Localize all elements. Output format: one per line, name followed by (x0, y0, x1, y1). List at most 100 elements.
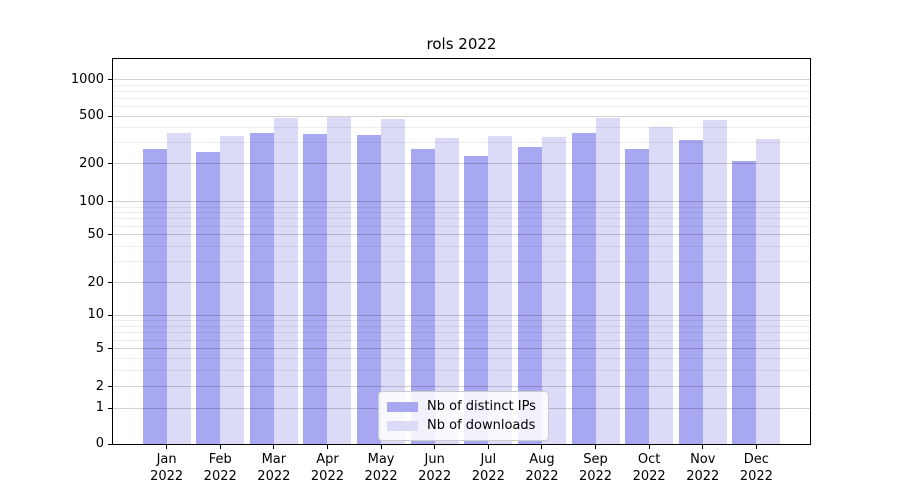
gridline-minor (113, 246, 810, 248)
x-tick-label: Mar 2022 (257, 452, 291, 484)
bar-downloads-mar (273, 117, 298, 444)
bar-distinct-ips-nov (678, 140, 703, 444)
bar-distinct-ips-sep (571, 132, 596, 444)
x-tick-label: Oct 2022 (632, 452, 666, 484)
y-axis-tick (108, 348, 112, 350)
y-tick-label: 5 (95, 340, 104, 356)
y-tick-label: 0 (95, 436, 104, 451)
y-tick-label: 1 (95, 400, 104, 415)
chart-title: rols 2022 (426, 35, 497, 53)
x-tick-label: Nov 2022 (686, 452, 720, 484)
bar-downloads-feb (220, 136, 245, 444)
y-axis-tick (108, 115, 112, 117)
x-tick-label: Feb 2022 (203, 452, 237, 484)
y-tick-label: 500 (79, 108, 104, 124)
y-axis-tick (108, 386, 112, 388)
gridline-major (113, 348, 810, 350)
x-tick-label: May 2022 (364, 452, 398, 484)
y-tick-label: 100 (79, 193, 104, 209)
y-tick-label: 1000 (70, 71, 104, 87)
x-axis-tick (595, 445, 597, 449)
gridline-minor (113, 206, 810, 208)
legend-label: Nb of distinct IPs (427, 399, 536, 414)
bar-distinct-ips-feb (196, 151, 221, 444)
gridline-major (113, 386, 810, 388)
gridline-minor (113, 332, 810, 334)
y-axis-tick (108, 79, 112, 81)
y-tick-label: 200 (79, 155, 104, 171)
gridline-minor (113, 84, 810, 86)
x-tick-label: Jan 2022 (150, 452, 184, 484)
x-tick-label: Jul 2022 (471, 452, 505, 484)
x-axis-tick (541, 445, 543, 449)
y-tick-label: 50 (87, 226, 104, 242)
gridline-minor (113, 225, 810, 227)
gridline-minor (113, 212, 810, 214)
gridline-minor (113, 127, 810, 129)
bar-downloads-may (381, 119, 406, 444)
gridline-minor (113, 142, 810, 144)
gridline-minor (113, 218, 810, 220)
legend: Nb of distinct IPs Nb of downloads (378, 391, 549, 441)
gridline-minor (113, 357, 810, 359)
bar-distinct-ips-may (357, 135, 382, 444)
gridline-minor (113, 325, 810, 327)
plot-area (112, 58, 811, 445)
bar-distinct-ips-jan (142, 149, 167, 444)
bar-downloads-oct (649, 126, 674, 444)
y-axis-tick (108, 234, 112, 236)
bar-downloads-nov (702, 120, 727, 444)
y-axis-tick (108, 407, 112, 409)
x-axis-tick (219, 445, 221, 449)
bar-distinct-ips-apr (303, 134, 328, 444)
x-axis-tick (702, 445, 704, 449)
y-tick-label: 2 (95, 378, 104, 394)
gridline-minor (113, 98, 810, 100)
gridline-minor (113, 339, 810, 341)
legend-item: Nb of distinct IPs (387, 397, 536, 416)
y-axis-tick (108, 314, 112, 316)
bar-downloads-dec (756, 139, 781, 444)
legend-item: Nb of downloads (387, 416, 536, 435)
y-axis-tick (108, 163, 112, 165)
legend-swatch-distinct-ips (387, 401, 418, 412)
bar-distinct-ips-dec (732, 161, 757, 444)
y-axis-tick (108, 282, 112, 284)
gridline-major (113, 282, 810, 284)
x-axis-tick (648, 445, 650, 449)
bar-downloads-apr (327, 117, 352, 444)
gridline-major (113, 234, 810, 236)
gridline-major (113, 79, 810, 81)
y-tick-label: 20 (87, 274, 104, 290)
x-tick-label: Apr 2022 (310, 452, 344, 484)
gridline-minor (113, 320, 810, 322)
gridline-minor (113, 91, 810, 93)
bar-distinct-ips-mar (249, 132, 274, 444)
x-axis-tick (755, 445, 757, 449)
bar-downloads-jan (166, 133, 191, 444)
bar-downloads-sep (595, 118, 620, 444)
x-axis-tick (380, 445, 382, 449)
legend-swatch-downloads (387, 420, 418, 431)
gridline-major (113, 201, 810, 203)
gridline-minor (113, 261, 810, 263)
x-tick-label: Sep 2022 (578, 452, 613, 484)
y-axis-tick (108, 443, 112, 445)
x-tick-label: Jun 2022 (418, 452, 452, 484)
bar-distinct-ips-oct (625, 149, 650, 444)
x-axis-tick (434, 445, 436, 449)
y-axis-tick (108, 201, 112, 203)
x-axis-tick (273, 445, 275, 449)
legend-label: Nb of downloads (427, 418, 536, 433)
gridline-minor (113, 369, 810, 371)
y-tick-label: 10 (87, 307, 104, 323)
x-axis-tick (326, 445, 328, 449)
x-tick-label: Aug 2022 (525, 452, 559, 484)
gridline-major (113, 115, 810, 117)
x-tick-label: Dec 2022 (739, 452, 773, 484)
gridline-major (113, 314, 810, 316)
gridline-minor (113, 106, 810, 108)
gridline-major (113, 163, 810, 165)
x-axis-tick (487, 445, 489, 449)
